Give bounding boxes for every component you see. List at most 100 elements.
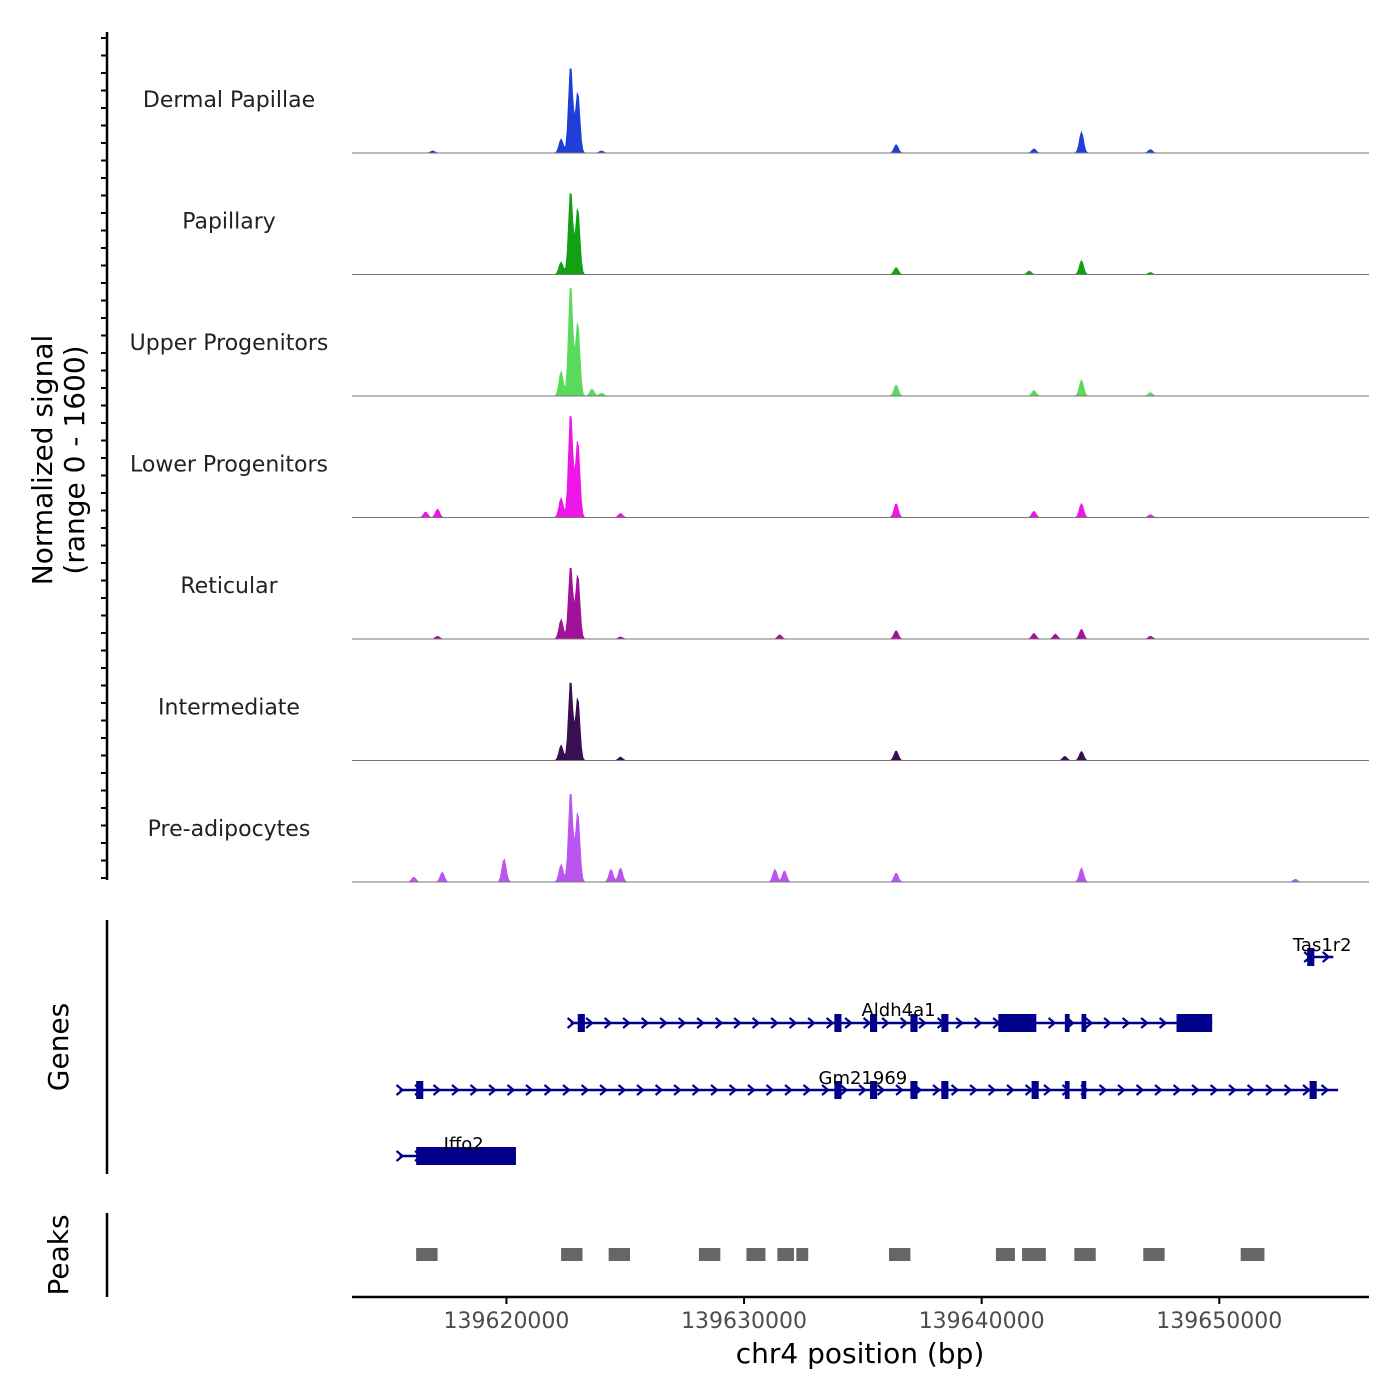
exon [1081, 1014, 1087, 1032]
strand-arrow [469, 1084, 479, 1096]
peaks-panel-label: Peaks [42, 1214, 75, 1295]
track-label: Intermediate [158, 696, 300, 721]
x-tick-label: 139650000 [1156, 1309, 1282, 1334]
exon [834, 1081, 842, 1099]
strand-arrow [1283, 1084, 1293, 1096]
strand-arrow [895, 1084, 904, 1096]
gene-iffo2: Iffo2 [395, 1134, 516, 1165]
gene-aldh4a1: Aldh4a1 [566, 1000, 1213, 1032]
peak-region [796, 1248, 809, 1261]
track-reticular: Reticular [180, 567, 1369, 640]
strand-arrow [696, 1017, 705, 1029]
strand-arrow [802, 1084, 812, 1096]
gene-tas1r2: Tas1r2 [1292, 935, 1352, 966]
strand-arrow [640, 1017, 650, 1029]
exon [910, 1081, 918, 1099]
peak-region [995, 1248, 1015, 1261]
peak-region [1143, 1248, 1165, 1261]
exon [577, 1014, 585, 1032]
strand-arrow [932, 1084, 941, 1096]
strand-arrow [1006, 1084, 1015, 1096]
strand-arrow [770, 1017, 779, 1029]
strand-arrow [821, 1084, 830, 1096]
strand-arrow [1140, 1017, 1149, 1029]
exon [1307, 948, 1315, 966]
strand-arrow [807, 1017, 816, 1029]
strand-arrow [1209, 1084, 1219, 1096]
strand-arrow [876, 1084, 886, 1096]
strand-arrow [1158, 1017, 1168, 1029]
strand-arrow [1084, 1017, 1094, 1029]
strand-arrow [506, 1084, 516, 1096]
exon [870, 1081, 878, 1099]
strand-arrow [525, 1084, 534, 1096]
track-label: Upper Progenitors [130, 331, 329, 356]
strand-arrow [659, 1017, 668, 1029]
peak-region [561, 1248, 583, 1261]
exon [941, 1014, 949, 1032]
gene-label: Tas1r2 [1292, 935, 1352, 956]
track-label: Reticular [180, 574, 278, 599]
track-label: Dermal Papillae [143, 88, 315, 113]
peak-region [1074, 1248, 1096, 1261]
strand-arrow [617, 1084, 627, 1096]
strand-arrow [881, 1017, 890, 1029]
strand-arrow [1191, 1084, 1200, 1096]
strand-arrow [765, 1084, 775, 1096]
exon [1064, 1081, 1070, 1099]
strand-arrow [918, 1017, 927, 1029]
peak-region [889, 1248, 911, 1261]
strand-arrow [451, 1084, 460, 1096]
strand-arrow [844, 1017, 853, 1029]
coverage-area [352, 415, 1369, 518]
strand-arrow [899, 1017, 909, 1029]
exon [998, 1014, 1037, 1032]
strand-arrow [788, 1017, 798, 1029]
strand-arrow [969, 1084, 978, 1096]
strand-arrow [1228, 1084, 1237, 1096]
gene-label: Gm21969 [819, 1068, 908, 1089]
track-dermal-papillae: Dermal Papillae [143, 68, 1369, 154]
strand-arrow [622, 1017, 631, 1029]
strand-arrow [987, 1084, 997, 1096]
signal-axis-label-range: (range 0 - 1600) [58, 345, 91, 574]
strand-arrow [654, 1084, 664, 1096]
strand-arrow [973, 1017, 983, 1029]
strand-arrow [710, 1084, 719, 1096]
strand-arrow [1172, 1084, 1182, 1096]
exon [416, 1147, 516, 1165]
signal-axis-label: Normalized signal [26, 335, 59, 586]
exon [1081, 1081, 1087, 1099]
x-tick-label: 139640000 [919, 1309, 1045, 1334]
strand-arrow [395, 1150, 405, 1162]
track-intermediate: Intermediate [158, 682, 1369, 761]
genes-panel-label: Genes [42, 1003, 75, 1091]
coverage-area [352, 682, 1369, 761]
track-label: Lower Progenitors [130, 453, 328, 478]
exon [834, 1014, 842, 1032]
track-lower-progenitors: Lower Progenitors [130, 415, 1369, 518]
peak-region [608, 1248, 631, 1261]
strand-arrow [543, 1084, 553, 1096]
strand-arrow [677, 1017, 687, 1029]
gene-label: Aldh4a1 [861, 1000, 935, 1021]
exon [1031, 1081, 1039, 1099]
coverage-area [352, 68, 1369, 154]
peak-region [777, 1248, 794, 1261]
strand-arrow [636, 1084, 645, 1096]
strand-arrow [488, 1084, 497, 1096]
strand-arrow [566, 1017, 576, 1029]
exon [416, 1081, 424, 1099]
peak-region-track [416, 1248, 1265, 1261]
strand-arrow [691, 1084, 701, 1096]
strand-arrow [733, 1017, 742, 1029]
exon [1176, 1014, 1213, 1032]
strand-arrow [1265, 1084, 1274, 1096]
strand-arrow [1322, 951, 1331, 963]
track-papillary: Papillary [182, 193, 1369, 275]
strand-arrow [1103, 1017, 1112, 1029]
coverage-area [352, 287, 1369, 397]
coverage-area [352, 193, 1369, 275]
strand-arrow [1121, 1017, 1131, 1029]
